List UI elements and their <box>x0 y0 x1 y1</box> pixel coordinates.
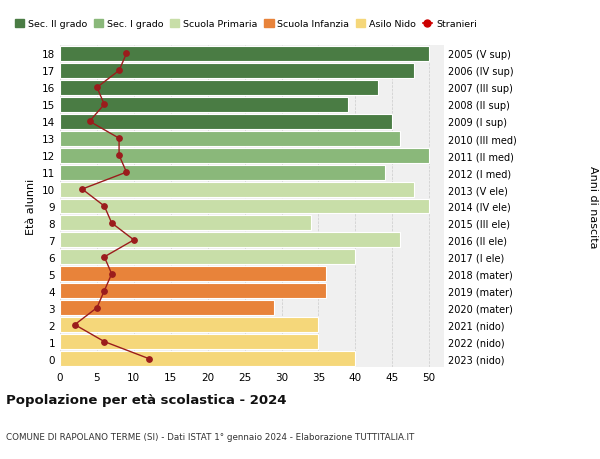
Text: COMUNE DI RAPOLANO TERME (SI) - Dati ISTAT 1° gennaio 2024 - Elaborazione TUTTIT: COMUNE DI RAPOLANO TERME (SI) - Dati IST… <box>6 431 415 441</box>
Bar <box>60 115 392 129</box>
Point <box>107 220 116 227</box>
Point <box>100 254 109 261</box>
Legend: Sec. II grado, Sec. I grado, Scuola Primaria, Scuola Infanzia, Asilo Nido, Stran: Sec. II grado, Sec. I grado, Scuola Prim… <box>11 16 481 33</box>
Point <box>114 152 124 159</box>
Bar <box>60 182 415 197</box>
Point <box>85 118 94 126</box>
Point <box>114 67 124 75</box>
Y-axis label: Età alunni: Età alunni <box>26 179 37 235</box>
Point <box>100 203 109 210</box>
Point <box>70 321 80 329</box>
Point <box>77 186 87 193</box>
Bar <box>60 98 348 112</box>
Point <box>92 304 102 312</box>
Point <box>144 355 154 363</box>
Point <box>114 135 124 143</box>
Bar <box>60 199 429 214</box>
Bar <box>60 318 319 332</box>
Y-axis label: Anni di nascita: Anni di nascita <box>589 165 598 248</box>
Bar <box>60 216 311 231</box>
Bar <box>60 335 319 349</box>
Bar <box>60 131 400 146</box>
Bar <box>60 250 355 265</box>
Bar <box>60 301 274 315</box>
Bar <box>60 47 429 62</box>
Point <box>92 84 102 92</box>
Bar <box>60 233 400 248</box>
Bar <box>60 284 326 298</box>
Bar <box>60 267 326 282</box>
Text: Popolazione per età scolastica - 2024: Popolazione per età scolastica - 2024 <box>6 393 287 406</box>
Point <box>100 101 109 109</box>
Bar <box>60 64 415 78</box>
Point <box>107 270 116 278</box>
Point <box>122 169 131 176</box>
Point <box>129 237 139 244</box>
Point <box>100 287 109 295</box>
Bar <box>60 351 355 366</box>
Point <box>122 50 131 58</box>
Point <box>100 338 109 346</box>
Bar <box>60 165 385 180</box>
Bar <box>60 148 429 163</box>
Bar <box>60 81 377 95</box>
